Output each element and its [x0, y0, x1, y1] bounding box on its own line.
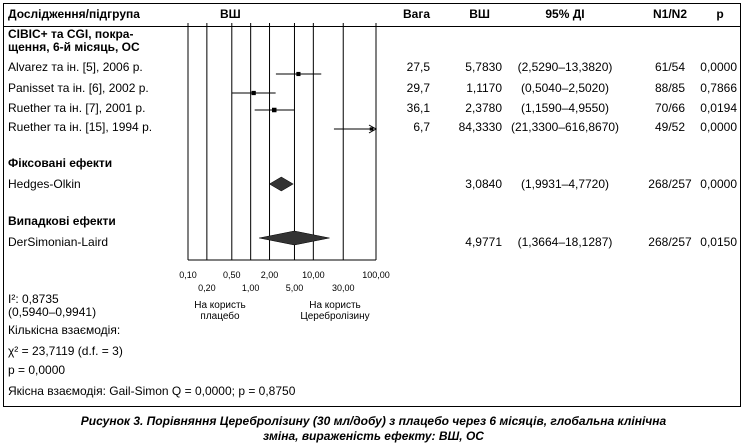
- figure-caption: Рисунок 3. Порівняння Церебролізину (30 …: [0, 414, 747, 444]
- favours-placebo-line2: плацебо: [200, 311, 240, 322]
- header-ci: 95% ДІ: [545, 7, 585, 21]
- tick-label: 100,00: [362, 270, 390, 280]
- random-ci: (1,3664–18,1287): [517, 235, 613, 249]
- caption-line1: Рисунок 3. Порівняння Церебролізину (30 …: [80, 414, 667, 428]
- study-or: 84,3330: [458, 120, 502, 134]
- study-point: [296, 71, 301, 77]
- study-weight: 27,5: [406, 60, 430, 74]
- tick-label: 5,00: [286, 283, 304, 293]
- random-or: 4,9771: [465, 235, 502, 249]
- study-p: 0,0000: [700, 60, 737, 74]
- study-p: 0,0000: [700, 120, 737, 134]
- ci-arrow: [368, 124, 378, 134]
- i2-stat: I²: 0,8735: [8, 292, 59, 306]
- fixed-effects-title: Фіксовані ефекти: [8, 156, 113, 170]
- header-or: ВШ: [469, 7, 490, 21]
- i2-ci: (0,5940–0,9941): [8, 305, 97, 319]
- fixed-p: 0,0000: [700, 177, 737, 191]
- favours-cerebrolysin-line2: Церебролізину: [300, 311, 370, 322]
- study-name: Panisset та ін. [6], 2002 р.: [8, 81, 149, 95]
- study-ci: (21,3300–616,8670): [510, 120, 620, 134]
- study-or: 5,7830: [465, 60, 502, 74]
- study-n: 88/85: [654, 81, 686, 95]
- study-n: 70/66: [654, 101, 686, 115]
- study-point: [251, 90, 256, 96]
- random-effects-title: Випадкові ефекти: [8, 214, 116, 228]
- fixed-method: Hedges-Olkin: [8, 177, 81, 191]
- tick-label: 10,00: [302, 270, 325, 280]
- study-ci: (0,5040–2,5020): [520, 81, 610, 95]
- study-name: Ruether та ін. [15], 1994 р.: [8, 120, 153, 134]
- study-p: 0,7866: [700, 81, 737, 95]
- study-weight: 36,1: [406, 101, 430, 115]
- favours-placebo-line1: На користь: [194, 300, 246, 311]
- tick-label: 0,10: [179, 270, 197, 280]
- tick-label: 0,50: [223, 270, 241, 280]
- study-weight: 6,7: [413, 120, 430, 134]
- random-method: DerSimonian-Laird: [8, 235, 109, 249]
- chi2-stat: χ² = 23,7119 (d.f. = 3): [8, 344, 123, 358]
- study-p: 0,0194: [700, 101, 737, 115]
- header-p: p: [716, 7, 724, 21]
- study-weight: 29,7: [406, 81, 430, 95]
- tick-label: 2,00: [261, 270, 279, 280]
- table-header: [4, 4, 740, 27]
- subgroup-title-line2: щення, 6-й місяць, ОС: [8, 40, 140, 54]
- study-or: 2,3780: [465, 101, 502, 115]
- random-n: 268/257: [648, 235, 692, 249]
- random-effect-diamond: [259, 230, 330, 246]
- favours-cerebrolysin-line1: На користь: [309, 300, 361, 311]
- study-ci: (1,1590–4,9550): [520, 101, 610, 115]
- header-n: N1/N2: [652, 7, 687, 21]
- header-weight: Вага: [402, 7, 430, 21]
- study-point: [271, 107, 277, 113]
- fixed-ci: (1,9931–4,7720): [520, 177, 610, 191]
- study-point: [369, 127, 374, 131]
- fixed-or: 3,0840: [465, 177, 502, 191]
- quant-interaction-label: Кількісна взаємодія:: [8, 323, 121, 337]
- study-n: 61/54: [654, 60, 686, 74]
- random-p: 0,0150: [700, 235, 737, 249]
- header-plot: ВШ: [220, 7, 241, 21]
- tick-label: 0,20: [198, 283, 216, 293]
- header-study: Дослідження/підгрупа: [8, 7, 140, 21]
- caption-line2: зміна, вираженість ефекту: ВШ, ОС: [263, 429, 484, 443]
- subgroup-title-line1: CIBIC+ та CGI, покра-: [8, 27, 134, 41]
- fixed-n: 268/257: [648, 177, 692, 191]
- study-or: 1,1170: [466, 81, 502, 95]
- fixed-effect-diamond: [268, 176, 294, 192]
- tick-label: 1,00: [242, 283, 260, 293]
- tick-label: 30,00: [332, 283, 355, 293]
- study-n: 49/52: [654, 120, 686, 134]
- study-name: Alvarez та ін. [5], 2006 р.: [8, 60, 143, 74]
- study-ci: (2,5290–13,3820): [517, 60, 613, 74]
- study-name: Ruether та ін. [7], 2001 р.: [8, 101, 146, 115]
- chi2-p: p = 0,0000: [8, 363, 66, 377]
- figure-frame: [3, 3, 741, 407]
- qual-interaction: Якісна взаємодія: Gail-Simon Q = 0,0000;…: [8, 384, 296, 398]
